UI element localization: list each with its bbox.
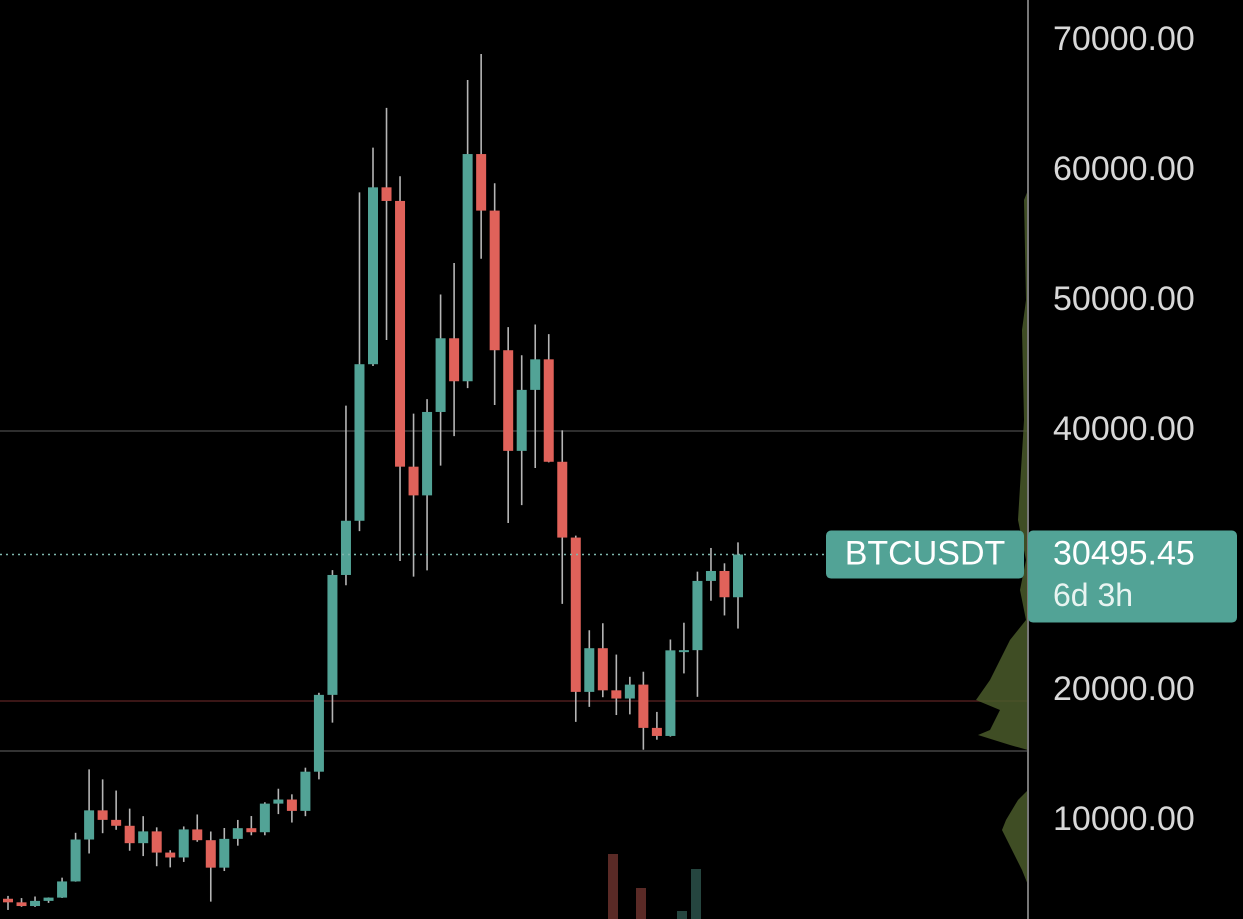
candle-body — [705, 570, 716, 581]
candle-body — [651, 727, 662, 736]
volume-profile — [976, 190, 1028, 885]
y-tick-label: 50000.00 — [1053, 280, 1195, 318]
volume-bar — [636, 888, 646, 919]
candle-body — [84, 810, 95, 840]
candle-body — [408, 466, 419, 496]
candle-body — [543, 359, 554, 462]
candle-body — [327, 574, 338, 695]
candle-body — [232, 828, 243, 839]
candle-body — [192, 829, 203, 841]
y-tick-label: 70000.00 — [1053, 20, 1195, 58]
candle-body — [611, 690, 622, 699]
candle-body — [16, 902, 27, 907]
candle-body — [205, 840, 216, 868]
grid — [0, 429, 1028, 753]
candle-body — [449, 338, 460, 382]
candle-body — [111, 819, 122, 826]
symbol-label-bg — [826, 530, 1024, 579]
candle-body — [354, 364, 365, 521]
volume-bars — [608, 854, 701, 919]
candle-body — [57, 881, 68, 898]
candle-body — [124, 825, 135, 844]
candle-body — [138, 831, 149, 844]
price-label-bg — [1028, 530, 1237, 623]
candle-body — [733, 554, 743, 598]
candle-body — [43, 897, 54, 901]
candle-body — [597, 648, 608, 691]
candle-body — [286, 799, 297, 811]
symbol-label: BTCUSDT — [845, 535, 1006, 573]
candle-body — [165, 852, 176, 858]
candle-body — [219, 838, 230, 868]
last-price-label: 30495.45 — [1053, 535, 1195, 573]
candle-body — [340, 520, 351, 575]
candle-body — [570, 537, 581, 692]
candle-body — [313, 694, 324, 772]
y-tick-label: 10000.00 — [1053, 800, 1195, 838]
volume-bar — [691, 869, 701, 919]
candle-body — [300, 771, 311, 811]
candle-body — [557, 461, 568, 538]
y-tick-label: 20000.00 — [1053, 670, 1195, 708]
candle-body — [246, 828, 257, 833]
candle-body — [665, 650, 676, 736]
candle-body — [678, 650, 689, 653]
candle-body — [422, 411, 433, 496]
candle-body — [503, 350, 514, 451]
candle-body — [70, 839, 81, 882]
candle-body — [719, 570, 730, 598]
candle-body — [97, 810, 108, 820]
volume-bar — [608, 854, 618, 919]
candle-body — [395, 200, 406, 467]
candle-body — [692, 580, 703, 651]
candle-body — [151, 831, 162, 853]
candle-body — [3, 898, 13, 903]
candle-body — [259, 803, 270, 833]
candle-body — [489, 210, 500, 351]
candle-body — [638, 684, 649, 728]
candle-body — [368, 187, 378, 365]
candle-body — [178, 829, 189, 858]
candle-body — [476, 154, 487, 211]
candle-body — [584, 648, 595, 692]
candle-body — [273, 799, 284, 804]
candle-body — [530, 359, 541, 390]
y-tick-label: 40000.00 — [1053, 410, 1195, 448]
y-tick-label: 60000.00 — [1053, 150, 1195, 188]
candle-body — [381, 187, 392, 201]
volume-bar — [677, 911, 687, 919]
candle-body — [30, 900, 41, 907]
candle-body — [516, 389, 527, 451]
countdown-label: 6d 3h — [1053, 577, 1133, 613]
candle-body — [435, 338, 446, 412]
candle-body — [624, 684, 635, 699]
candle-body — [462, 154, 473, 382]
